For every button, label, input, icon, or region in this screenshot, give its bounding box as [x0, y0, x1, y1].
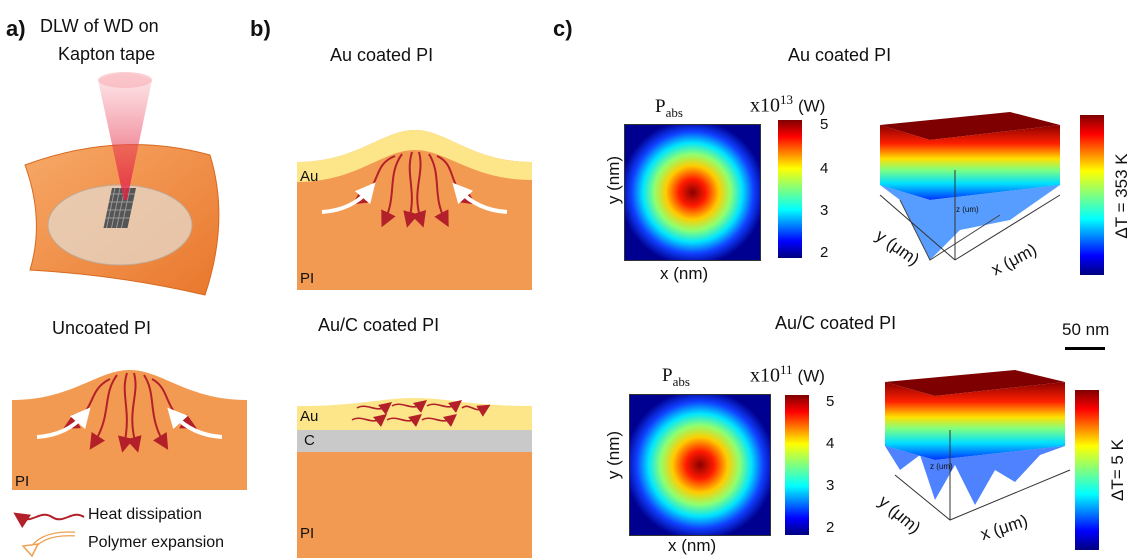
row1-tick-1: 4 [820, 160, 829, 177]
row2-tick-2: 3 [826, 477, 835, 494]
kapton-tape-illustration [24, 72, 220, 296]
row2-tick-3: 2 [826, 519, 835, 536]
row1-surface-z-label: z (um) [956, 205, 979, 214]
row1-title: Au coated PI [788, 45, 892, 65]
uncoated-pi-diagram [12, 370, 247, 490]
row1-temp-colorbar [1080, 115, 1104, 275]
legend-expansion-label: Polymer expansion [88, 534, 225, 551]
row2-tick-0: 5 [826, 393, 835, 410]
au-coated-pi-diagram [297, 130, 532, 290]
uncoated-title: Uncoated PI [52, 318, 152, 338]
c-layer-label: C [304, 432, 315, 449]
laser-beam [98, 73, 152, 200]
row2-exp-unit: (W) [797, 366, 825, 386]
panel-c-letter: c) [553, 16, 573, 41]
row2-exp-sup: 11 [780, 362, 793, 377]
pi-layer-label-top: PI [300, 270, 315, 287]
row1-map-title: Pabs [655, 96, 683, 121]
row1-map-title-main: P [655, 96, 666, 117]
au-c-coated-pi-diagram [297, 398, 532, 558]
row2-y-label: y (nm) [604, 430, 624, 480]
au-coated-title: Au coated PI [330, 45, 434, 65]
panel-a-letter: a) [6, 16, 26, 41]
row1-exp-unit: (W) [798, 96, 826, 116]
panel-a-title-line2: Kapton tape [58, 44, 156, 64]
row2-map-title-main: P [662, 365, 673, 386]
row1-tick-3: 2 [820, 244, 829, 261]
row2-title: Au/C coated PI [775, 313, 897, 333]
uncoated-pi-label: PI [15, 473, 30, 490]
pi-layer-label-bottom: PI [300, 525, 315, 542]
row2-surface-z-label: z (um) [930, 462, 953, 471]
row1-colorbar [778, 120, 802, 258]
row1-y-label: y (nm) [604, 155, 624, 205]
row2-delta-t: ΔT= 5 K [1108, 439, 1127, 501]
row2-exp-base: x10 [750, 364, 780, 387]
row2-surface-plot [885, 370, 1071, 521]
row1-tick-2: 3 [820, 202, 829, 219]
row2-temp-colorbar [1075, 390, 1099, 550]
row1-x-label: x (nm) [660, 264, 709, 283]
row2-colorbar [785, 395, 809, 535]
polymer-expansion-icon [21, 531, 76, 558]
row1-heatmap [624, 124, 761, 261]
row2-heatmap [629, 394, 771, 536]
panel-a-title-line1: DLW of WD on [40, 16, 159, 36]
au-layer-label-top: Au [300, 168, 319, 185]
row2-tick-1: 4 [826, 435, 835, 452]
panel-b-letter: b) [250, 16, 271, 41]
row1-delta-t: ΔT = 353 K [1112, 153, 1130, 239]
scale-bar [1065, 347, 1105, 350]
row1-surface-plot [879, 112, 1061, 261]
row1-tick-0: 5 [820, 116, 829, 133]
au-c-coated-title: Au/C coated PI [318, 315, 440, 335]
row1-map-title-sub: abs [665, 104, 683, 120]
row2-x-label: x (nm) [668, 536, 717, 555]
heat-dissipation-icon [13, 512, 85, 529]
au-layer-label-bottom: Au [300, 408, 319, 425]
scale-bar-label: 50 nm [1062, 320, 1110, 339]
row1-exponent: x1013 (W) [750, 92, 825, 118]
row2-exponent: x1011 (W) [750, 362, 825, 388]
row1-exp-sup: 13 [780, 92, 793, 107]
row1-exp-base: x10 [750, 94, 780, 117]
row2-map-title: Pabs [662, 365, 690, 390]
legend-heat-label: Heat dissipation [88, 506, 202, 523]
row2-map-title-sub: abs [672, 373, 690, 389]
